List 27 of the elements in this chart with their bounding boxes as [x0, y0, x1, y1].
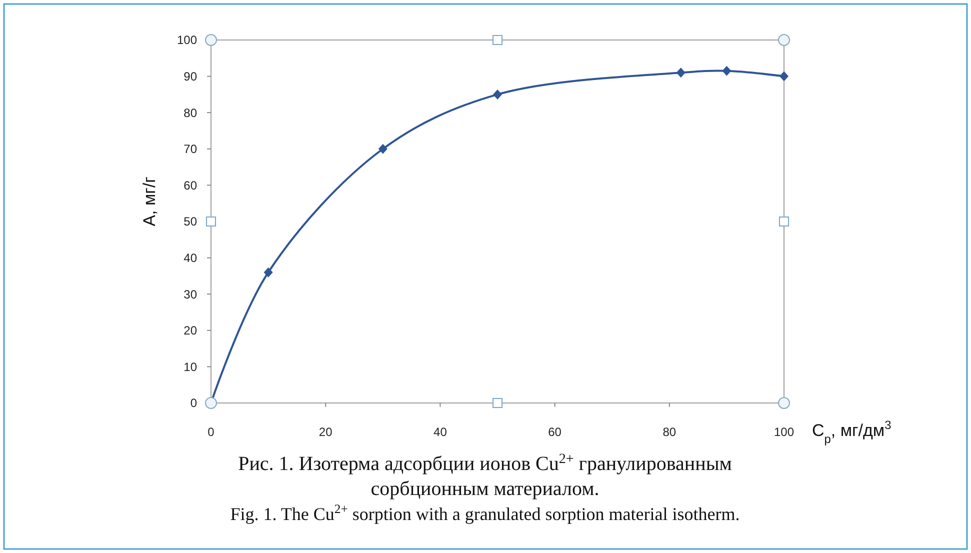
y-tick-label: 60: [184, 178, 198, 192]
point: [722, 66, 732, 76]
y-tick-label: 30: [184, 287, 198, 302]
point: [780, 71, 788, 82]
x-tick-label: 60: [548, 425, 562, 439]
x-axis-title: C$_{p}$, мг/дм$^{3}$: [812, 418, 892, 446]
point: [378, 144, 388, 154]
y-tick-label: 90: [184, 70, 198, 84]
y-tick-label: 80: [184, 106, 198, 120]
y-axis-title: А, мг/г: [140, 176, 159, 226]
text: Рис. 1. Изотерма адсорбции ионов Cu$^{2+}$ гранулированным сорбционным материалом.: [238, 452, 732, 500]
x-tick-label: 100: [774, 425, 794, 439]
point: [264, 267, 273, 278]
x-tick-label: 80: [662, 425, 676, 439]
x-tick-label: 20: [318, 425, 333, 439]
y-tick-label: 70: [184, 142, 198, 156]
point: [676, 68, 686, 78]
y-tick-label: 40: [184, 251, 198, 265]
y-tick-label: 100: [176, 33, 198, 48]
y-tick-label: 50: [184, 214, 198, 229]
y-tick-label: 20: [184, 324, 198, 338]
x-tick-label: 0: [208, 425, 215, 439]
point: [493, 89, 502, 100]
y-tick-label: 10: [184, 360, 198, 374]
x-tick-label: 40: [434, 425, 448, 439]
y-tick-label: 0: [190, 396, 198, 410]
caption: Fig. 1. The Cu$^{2+}$ sorption with a granulated sorption material isotherm.: [230, 502, 740, 524]
